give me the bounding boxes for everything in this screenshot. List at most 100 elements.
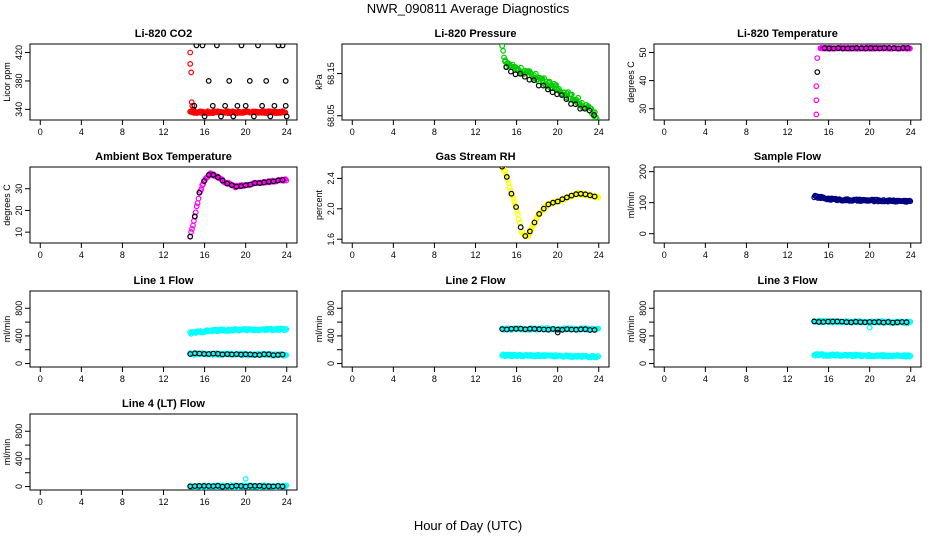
data-point: [250, 113, 257, 120]
data-point: [238, 44, 245, 49]
data-point: [201, 178, 208, 185]
data-point: [595, 194, 602, 201]
panel-title: Ambient Box Temperature: [95, 151, 232, 163]
x-tick-label: 20: [865, 250, 875, 260]
y-axis-label: Licor ppm: [2, 62, 12, 102]
panel-title: Li-820 Pressure: [435, 28, 517, 40]
data-point: [226, 77, 233, 84]
x-tick-label: 24: [282, 250, 292, 260]
y-tick-label: 200: [638, 164, 648, 179]
data-point: [210, 171, 217, 178]
x-tick-label: 12: [470, 250, 480, 260]
x-tick-label: 8: [120, 497, 125, 507]
y-tick-label: 50: [638, 47, 648, 57]
x-tick-label: 24: [906, 250, 916, 260]
y-axis-label: ml/min: [2, 316, 12, 343]
data-point: [502, 168, 508, 175]
x-tick-label: 8: [432, 127, 437, 137]
data-point: [282, 102, 289, 109]
data-point: [531, 219, 538, 226]
data-point: [189, 225, 195, 232]
marks: [813, 44, 913, 118]
data-point: [903, 319, 910, 326]
x-tick-label: 24: [906, 127, 916, 137]
data-point: [532, 70, 539, 77]
panel-title: Li-820 Temperature: [737, 28, 838, 40]
x-tick-label: 24: [282, 374, 292, 384]
data-point: [283, 177, 290, 184]
x-tick-label: 12: [470, 374, 480, 384]
x-tick-label: 16: [200, 250, 210, 260]
data-point: [283, 326, 290, 333]
x-tick-label: 16: [200, 127, 210, 137]
data-point: [187, 49, 194, 56]
data-point: [508, 68, 514, 75]
data-point: [541, 75, 547, 81]
x-tick-label: 8: [120, 374, 125, 384]
x-tick-label: 24: [594, 250, 604, 260]
x-tick-label: 12: [470, 127, 480, 137]
data-point: [512, 71, 519, 78]
data-point: [906, 353, 913, 360]
data-point: [540, 205, 547, 212]
data-point: [222, 102, 229, 109]
x-tick-label: 12: [158, 127, 168, 137]
data-point: [517, 224, 524, 231]
data-point: [199, 44, 206, 49]
y-tick-label: 0: [14, 361, 24, 366]
data-point: [907, 352, 914, 359]
data-point: [283, 482, 290, 489]
data-point: [187, 61, 194, 67]
y-axis-label: ml/min: [626, 192, 636, 219]
data-point: [205, 77, 212, 84]
data-point: [814, 55, 821, 61]
x-tick-label: 12: [158, 497, 168, 507]
data-point: [907, 198, 914, 205]
marks: [187, 476, 290, 490]
y-tick-label: 800: [638, 301, 648, 316]
y-tick-label: 400: [14, 451, 24, 466]
data-point: [582, 105, 588, 112]
data-point: [522, 233, 529, 239]
x-tick-label: 12: [158, 250, 168, 260]
y-tick-label: 800: [326, 301, 336, 316]
panel-3: Ambient Box Temperature 0 4 8 12 16 20 24 10 20 30…: [2, 151, 298, 260]
data-point: [513, 204, 519, 210]
y-tick-label: 2.0: [326, 203, 336, 216]
x-tick-label: 16: [824, 374, 834, 384]
data-point: [214, 174, 221, 181]
panel-frame: [653, 43, 922, 121]
x-tick-label: 4: [703, 374, 708, 384]
data-point: [193, 203, 200, 210]
x-tick-label: 4: [79, 250, 84, 260]
x-tick-label: 24: [594, 374, 604, 384]
y-tick-label: 800: [14, 424, 24, 439]
x-tick-label: 8: [744, 250, 749, 260]
data-point: [218, 113, 224, 120]
panel-title: Line 4 (LT) Flow: [122, 398, 205, 410]
x-tick-label: 4: [391, 374, 396, 384]
panel-title: Line 1 Flow: [134, 275, 194, 287]
panel-frame: [341, 166, 610, 244]
x-axis-label: Hour of Day (UTC): [413, 518, 523, 533]
data-point: [531, 77, 537, 84]
data-point: [586, 107, 593, 114]
y-tick-label: 0: [638, 361, 648, 366]
data-point: [558, 92, 565, 98]
data-point: [517, 70, 524, 77]
marks: [811, 317, 914, 360]
data-point: [279, 483, 286, 490]
x-tick-label: 16: [512, 250, 522, 260]
x-tick-label: 24: [282, 127, 292, 137]
data-point: [591, 112, 597, 118]
data-point: [563, 96, 570, 102]
x-tick-label: 20: [241, 127, 251, 137]
data-point: [540, 82, 547, 89]
y-tick-label: 30: [638, 104, 648, 114]
data-point: [549, 89, 556, 96]
panel-title: Line 2 Flow: [446, 275, 506, 287]
